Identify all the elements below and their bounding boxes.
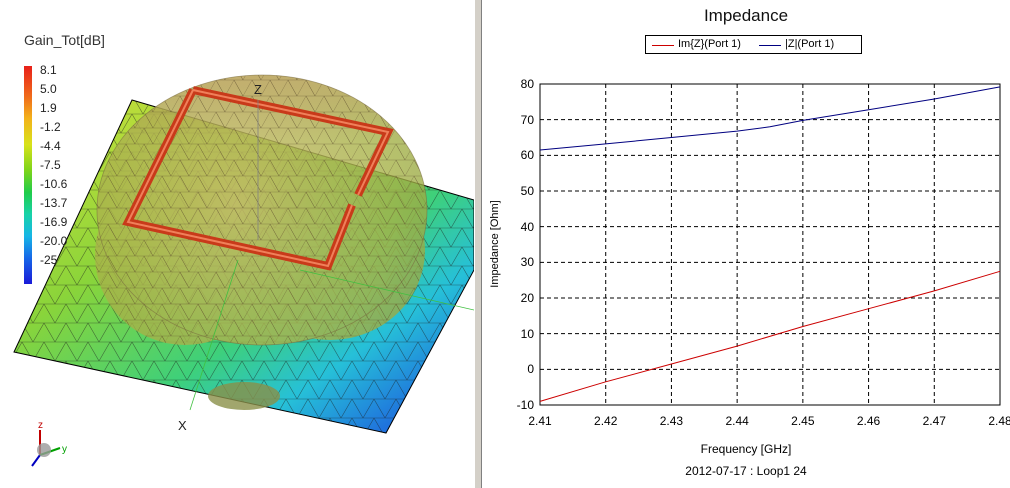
gain-scale-label: -13.7 <box>40 196 68 210</box>
y-tick-label: 50 <box>520 184 534 198</box>
gain-scale-label: -1.2 <box>40 120 61 134</box>
legend-label-absz: |Z|(Port 1) <box>785 38 835 50</box>
y-tick-label: 40 <box>520 219 534 234</box>
gain-scale-label: 5.0 <box>40 82 57 96</box>
y-tick-label: 20 <box>520 291 534 305</box>
orientation-triad-icon: z y <box>31 420 67 467</box>
gain-scale-label: 1.9 <box>40 101 57 115</box>
gain-scale-label: -16.9 <box>40 215 68 229</box>
x-tick-label: 2.48 <box>988 414 1010 428</box>
splitter[interactable] <box>474 0 482 488</box>
x-tick-label: 2.43 <box>659 414 684 428</box>
gain-scale-label: -10.6 <box>40 177 68 191</box>
y-axis-label: Impedance [Ohm] <box>489 200 501 288</box>
series-line-imz <box>539 270 1001 402</box>
y-tick-label: -10 <box>516 398 534 412</box>
gain-scale-label: 8.1 <box>40 63 57 77</box>
plot-frame <box>539 83 1001 406</box>
legend-label-imz: Im{Z}(Port 1) <box>678 38 741 50</box>
gain-legend-title: Gain_Tot[dB] <box>24 32 105 48</box>
x-tick-label: 2.41 <box>528 414 552 428</box>
radiation-pattern-view[interactable]: z y Gain_Tot[dB] 8.1 5.0 1.9 -1.2 -4.4 -7.5 -1… <box>0 0 474 488</box>
y-tick-label: 70 <box>520 112 534 127</box>
z-axis-label: Z <box>254 82 262 97</box>
y-tick-label: 60 <box>520 148 534 163</box>
y-tick-label: 0 <box>527 362 534 377</box>
gain-scale-label: -20.0 <box>40 234 68 248</box>
impedance-chart-panel: Impedance Im{Z}(Port 1) |Z|(Port 1) 80 70… <box>482 0 1010 488</box>
chart-footer: 2012-07-17 : Loop1 24 <box>685 464 807 478</box>
radiation-pattern-3d: z y <box>13 74 474 467</box>
series-line-absz <box>539 86 1001 151</box>
legend-line-absz <box>759 45 781 46</box>
x-axis-label: X <box>178 418 187 433</box>
gain-scale-label: -7.5 <box>40 158 61 172</box>
x-tick-label: 2.46 <box>856 414 881 428</box>
x-tick-label: 2.42 <box>594 414 618 428</box>
svg-text:y: y <box>62 444 67 455</box>
y-tick-label: 30 <box>520 255 534 270</box>
x-tick-label: 2.45 <box>791 414 815 428</box>
y-tick-label: 10 <box>520 326 534 341</box>
x-axis-label: Frequency [GHz] <box>700 442 792 456</box>
chart-title: Impedance <box>703 6 789 25</box>
legend-line-imz <box>652 45 674 46</box>
x-tick-label: 2.44 <box>725 414 749 428</box>
svg-text:z: z <box>38 420 43 431</box>
gain-color-scale <box>24 66 32 284</box>
gain-scale-label: -4.4 <box>40 139 61 153</box>
x-tick-label: 2.47 <box>922 414 946 428</box>
gain-scale-label: -25 <box>40 253 58 267</box>
chart-legend: Im{Z}(Port 1) |Z|(Port 1) <box>645 35 862 54</box>
y-tick-label: 80 <box>520 77 534 91</box>
